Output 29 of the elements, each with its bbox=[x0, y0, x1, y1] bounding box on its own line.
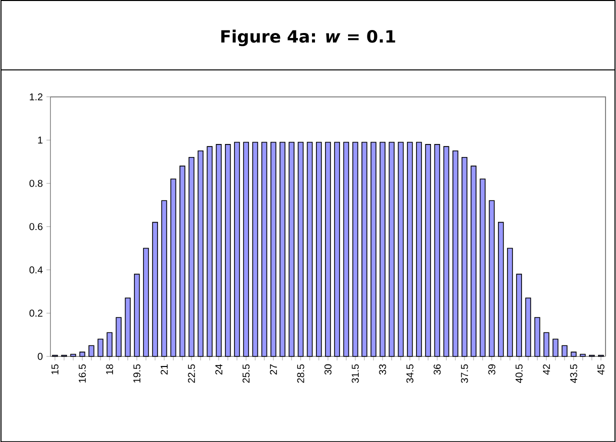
x-tick-label: 42 bbox=[542, 364, 550, 375]
x-tick-label: 43.5 bbox=[570, 364, 578, 383]
y-tick-label: 1.2 bbox=[30, 93, 42, 100]
y-tick-label: 1 bbox=[38, 136, 42, 144]
x-tick-label: 21 bbox=[160, 364, 168, 374]
x-tick-label: 40.5 bbox=[516, 364, 523, 383]
x-tick-label: 33 bbox=[379, 364, 386, 374]
y-tick-label: 0.8 bbox=[29, 180, 42, 187]
x-tick-label: 31.5 bbox=[352, 364, 359, 383]
x-tick-label: 22.5 bbox=[188, 364, 195, 383]
x-tick-label: 30 bbox=[324, 364, 332, 374]
x-tick-label: 34.5 bbox=[406, 364, 414, 383]
x-tick-label: 28.5 bbox=[297, 364, 304, 383]
x-tick-label: 36 bbox=[434, 364, 441, 374]
x-tick-label: 27 bbox=[270, 364, 277, 374]
x-tick-label: 24 bbox=[215, 364, 222, 374]
x-tick-label: 37.5 bbox=[460, 364, 468, 383]
x-tick-label: 25.5 bbox=[242, 364, 250, 383]
y-tick-label: 0.4 bbox=[29, 266, 43, 274]
y-tick-label: 0.2 bbox=[29, 310, 42, 317]
x-tick-label: 15 bbox=[52, 364, 58, 374]
x-tick-label: 18 bbox=[106, 364, 114, 374]
x-tick-label: 45 bbox=[597, 364, 604, 375]
chart-title: Figure 4a: w = 0.1 bbox=[221, 30, 396, 46]
x-tick-label: 16.5 bbox=[78, 364, 86, 382]
x-tick-label: 19.5 bbox=[133, 364, 140, 382]
y-tick-label: 0 bbox=[38, 352, 43, 360]
y-tick-label: 0.6 bbox=[29, 222, 42, 230]
x-tick-label: 39 bbox=[488, 364, 496, 374]
